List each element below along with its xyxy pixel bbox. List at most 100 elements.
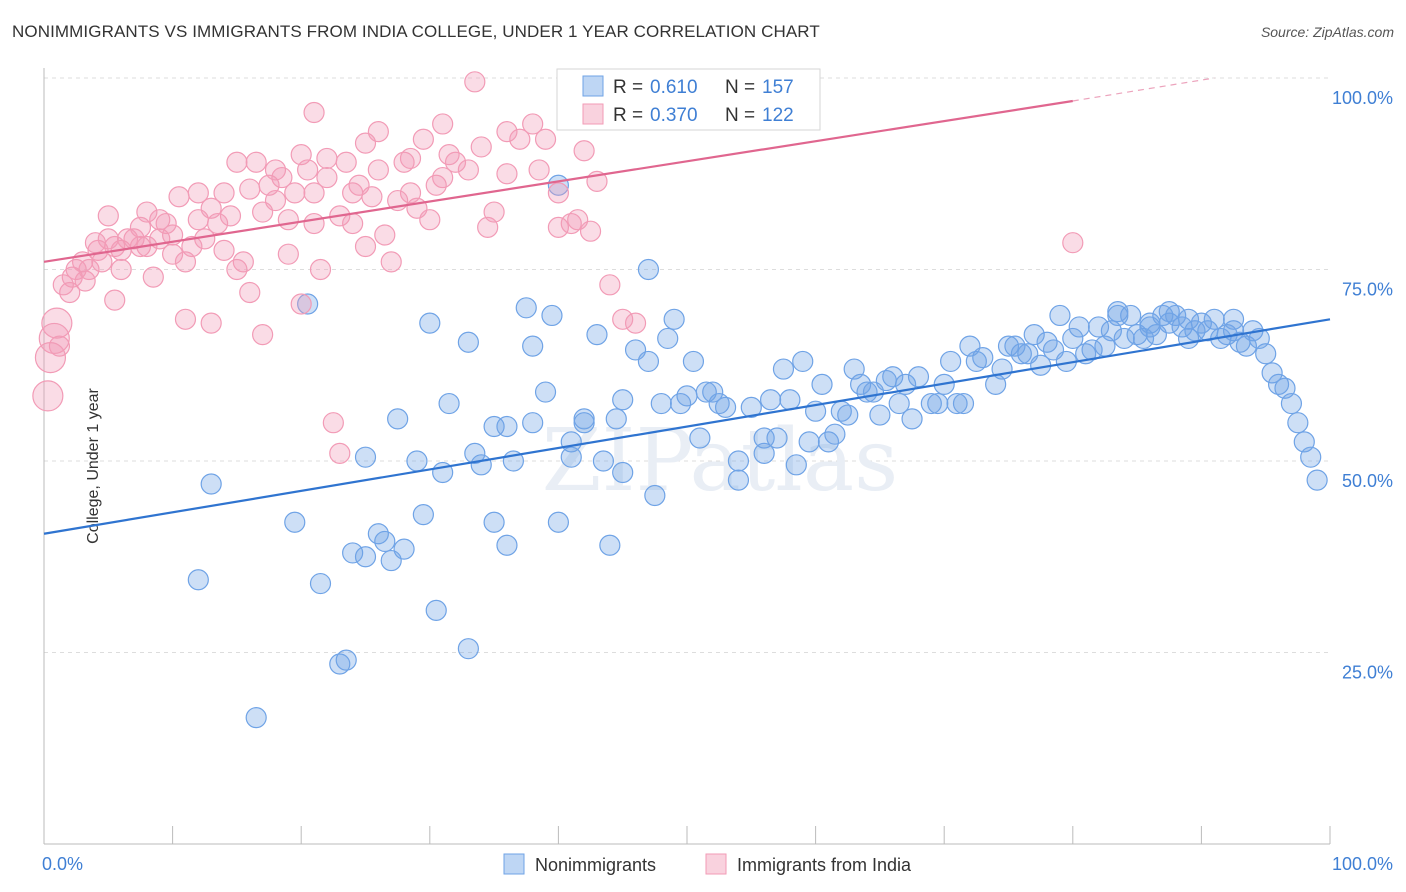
india-immigrant-point xyxy=(59,281,81,304)
india-immigrant-point xyxy=(78,258,100,281)
india-immigrant-point xyxy=(470,136,492,158)
nonimmigrant-point xyxy=(792,350,814,373)
india-immigrant-point xyxy=(380,251,402,273)
india-immigrant-point xyxy=(303,101,325,124)
nonimmigrant-point xyxy=(1267,373,1290,395)
india-immigrant-point xyxy=(245,151,267,173)
nonimmigrant-point xyxy=(1049,304,1071,327)
nonimmigrant-point xyxy=(927,392,949,415)
india-immigrant-point xyxy=(335,151,357,173)
india-immigrant-point xyxy=(200,312,222,334)
india-immigrant-point xyxy=(187,182,209,204)
nonimmigrant-point xyxy=(1068,316,1090,338)
nonimmigrant-point xyxy=(689,427,711,449)
nonimmigrant-point xyxy=(438,392,460,415)
nonimmigrant-point xyxy=(1113,327,1135,350)
legend-r-label: R = xyxy=(613,105,643,126)
nonimmigrant-point xyxy=(1087,316,1110,338)
india-immigrant-point xyxy=(547,216,570,238)
nonimmigrant-point xyxy=(766,427,788,449)
india-immigrant-point xyxy=(316,147,338,170)
nonimmigrant-point xyxy=(354,546,377,568)
legend-swatch xyxy=(582,103,604,125)
nonimmigrant-point xyxy=(657,327,679,350)
nonimmigrant-point xyxy=(335,649,357,671)
nonimmigrant-point xyxy=(1010,343,1032,365)
trend-lines xyxy=(43,77,1331,535)
nonimmigrant-point xyxy=(612,389,634,411)
nonimmigrant-point xyxy=(200,473,222,495)
legend-box xyxy=(556,68,821,131)
nonimmigrant-point xyxy=(637,350,660,373)
legend-r-value: 0.370 xyxy=(650,105,698,126)
watermark: ZIPatlas xyxy=(542,411,898,511)
india-immigrant-point xyxy=(213,182,235,204)
nonimmigrant-point xyxy=(573,408,595,430)
nonimmigrant-point xyxy=(586,324,608,346)
nonimmigrant-point xyxy=(354,446,377,468)
nonimmigrant-point xyxy=(702,381,724,403)
nonimmigrant-point xyxy=(605,408,627,430)
trend-line-nonimmigrants xyxy=(43,318,1331,535)
nonimmigrant-point xyxy=(592,450,615,472)
india-immigrant-point xyxy=(207,212,229,235)
nonimmigrant-point xyxy=(1280,392,1303,415)
nonimmigrant-point xyxy=(187,569,209,591)
india-immigrant-point xyxy=(560,212,582,235)
legend-swatch xyxy=(582,75,604,97)
india-immigrant-point xyxy=(297,159,319,181)
india-immigrant-point xyxy=(374,224,396,246)
y-tick-label: 100.0% xyxy=(1332,88,1393,108)
india-immigrant-point xyxy=(309,258,332,281)
india-immigrant-point xyxy=(239,178,261,200)
nonimmigrant-point xyxy=(940,350,962,373)
legend-n-value: 157 xyxy=(762,77,794,98)
bottom-legend: Nonimmigrants Immigrants from India xyxy=(503,853,912,875)
nonimmigrant-point xyxy=(374,530,396,553)
nonimmigrant-point xyxy=(1062,327,1084,350)
nonimmigrant-point xyxy=(560,446,582,468)
trend-line-india xyxy=(43,99,1073,263)
nonimmigrant-point xyxy=(406,450,428,472)
nonimmigrant-point xyxy=(682,350,705,373)
india-immigrant-point xyxy=(303,212,325,235)
india-immigrant-point xyxy=(277,243,299,265)
india-immigrant-point xyxy=(316,166,338,189)
nonimmigrant-point xyxy=(952,392,975,415)
trend-line-extension xyxy=(1072,77,1215,102)
source-label: Source: ZipAtlas.com xyxy=(1260,24,1394,40)
india-immigrant-point xyxy=(432,166,454,189)
nonimmigrant-point xyxy=(1261,362,1283,384)
nonimmigrant-point xyxy=(869,404,891,426)
nonimmigrant-point xyxy=(541,304,563,327)
bottom-legend-swatch xyxy=(503,853,525,875)
nonimmigrant-point xyxy=(534,381,557,403)
legend: R = 0.610 N = 157 R = 0.370 N = 122 xyxy=(556,68,821,131)
india-immigrant-point xyxy=(162,243,184,265)
nonimmigrant-point xyxy=(1222,308,1245,330)
nonimmigrant-point xyxy=(297,293,319,315)
nonimmigrant-point xyxy=(419,312,441,334)
india-immigrant-point xyxy=(412,128,434,150)
india-immigrant-point xyxy=(509,128,531,150)
bottom-legend-swatch xyxy=(705,853,727,875)
nonimmigrant-point xyxy=(457,331,479,353)
nonimmigrant-point xyxy=(663,308,685,330)
india-immigrant-point xyxy=(213,239,235,261)
nonimmigrant-point xyxy=(599,534,621,556)
x-tick-label-min: 0.0% xyxy=(42,854,83,874)
nonimmigrant-point xyxy=(901,408,923,430)
india-immigrant-point xyxy=(97,205,119,227)
india-immigrant-point xyxy=(155,212,177,235)
india-immigrant-point xyxy=(419,209,441,231)
india-immigrant-point xyxy=(239,281,261,304)
india-immigrant-point xyxy=(142,266,164,288)
india-immigrant-point xyxy=(496,121,518,143)
nonimmigrant-point xyxy=(785,454,807,476)
nonimmigrant-point xyxy=(753,442,775,464)
india-immigrant-point xyxy=(367,159,389,181)
india-immigrant-point xyxy=(599,274,621,296)
nonimmigrant-point xyxy=(727,469,750,491)
india-immigrant-point xyxy=(464,71,486,93)
nonimmigrant-point xyxy=(1203,308,1225,330)
